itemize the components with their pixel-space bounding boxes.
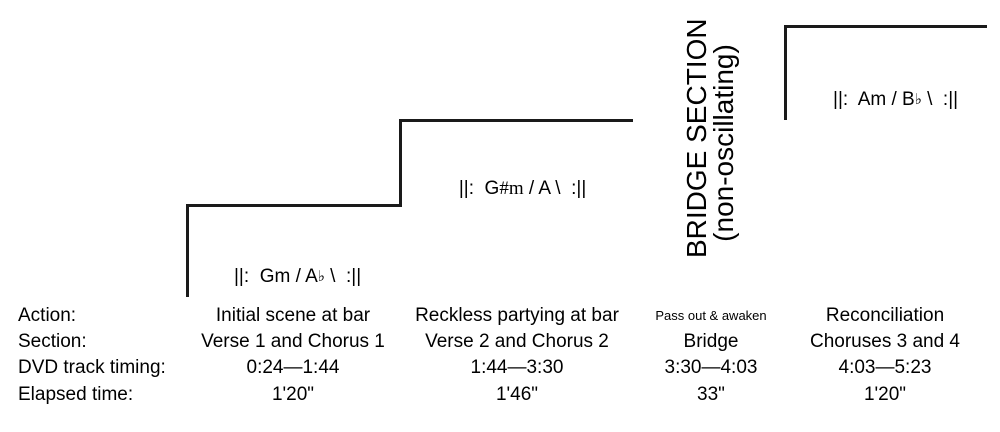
chord-label-verse2: ||: G#m / A \ :|| (412, 156, 612, 222)
action-cell-1: Initial scene at bar (215, 305, 371, 326)
action-cell-3: Pass out & awaken (655, 308, 767, 323)
table-row-section: Section: Verse 1 and Chorus 1 Verse 2 an… (0, 328, 1000, 356)
chord-3-pre: ||: Am / B (833, 89, 915, 110)
table-row-elapsed-time: Elapsed time: 1'20" 1'46" 33" 1'20" (0, 381, 1000, 409)
row-label-elapsed-time: Elapsed time: (18, 384, 134, 405)
action-cell-2: Reckless partying at bar (415, 305, 619, 326)
dvd-timing-cell-4: 4:03—5:23 (838, 357, 932, 378)
dvd-timing-cell-3: 3:30—4:03 (664, 357, 758, 378)
table-row-dvd-timing: DVD track timing: 0:24—1:44 1:44—3:30 3:… (0, 354, 1000, 382)
chord-1-pre: ||: Gm / A (234, 266, 318, 287)
dvd-timing-cell-1: 0:24—1:44 (246, 357, 340, 378)
step1-vertical-line (186, 204, 189, 297)
elapsed-cell-2: 1'46" (495, 384, 539, 405)
elapsed-cell-4: 1'20" (863, 384, 907, 405)
row-label-dvd-timing: DVD track timing: (18, 357, 166, 378)
chord-2-pre: ||: G (458, 178, 500, 199)
sharp-m-text: #m (499, 178, 524, 199)
elapsed-cell-1: 1'20" (271, 384, 315, 405)
chord-3-post: \ :|| (921, 89, 959, 110)
section-cell-2: Verse 2 and Chorus 2 (425, 331, 609, 352)
bridge-section-label: BRIDGE SECTION (non-oscillating) (681, 18, 739, 258)
section-cell-1: Verse 1 and Chorus 1 (201, 331, 385, 352)
bridge-label-line1: BRIDGE SECTION (681, 18, 712, 258)
chord-label-chorus34: ||: Am / B♭ \ :|| (785, 67, 985, 133)
step1-horizontal-line (186, 204, 402, 207)
section-cell-4: Choruses 3 and 4 (810, 331, 960, 352)
chord-2-post: / A \ :|| (523, 178, 587, 199)
step2-horizontal-line (399, 119, 633, 122)
flat-sign: ♭ (317, 268, 325, 285)
table-row-action: Action: Initial scene at bar Reckless pa… (0, 302, 1000, 330)
row-label-action: Action: (18, 305, 77, 326)
flat-sign: ♭ (914, 91, 922, 108)
step3-horizontal-line (784, 25, 987, 28)
chord-1-post: \ :|| (324, 266, 362, 287)
chord-label-verse1: ||: Gm / A♭ \ :|| (187, 244, 387, 310)
row-label-section: Section: (18, 331, 87, 352)
dvd-timing-cell-2: 1:44—3:30 (470, 357, 564, 378)
bridge-label-line2: (non-oscillating) (708, 44, 739, 242)
step2-vertical-line (399, 119, 402, 207)
action-cell-4: Reconciliation (825, 305, 945, 326)
elapsed-cell-3: 33" (697, 384, 725, 405)
step3-vertical-line (784, 25, 787, 120)
section-cell-3: Bridge (683, 331, 739, 352)
